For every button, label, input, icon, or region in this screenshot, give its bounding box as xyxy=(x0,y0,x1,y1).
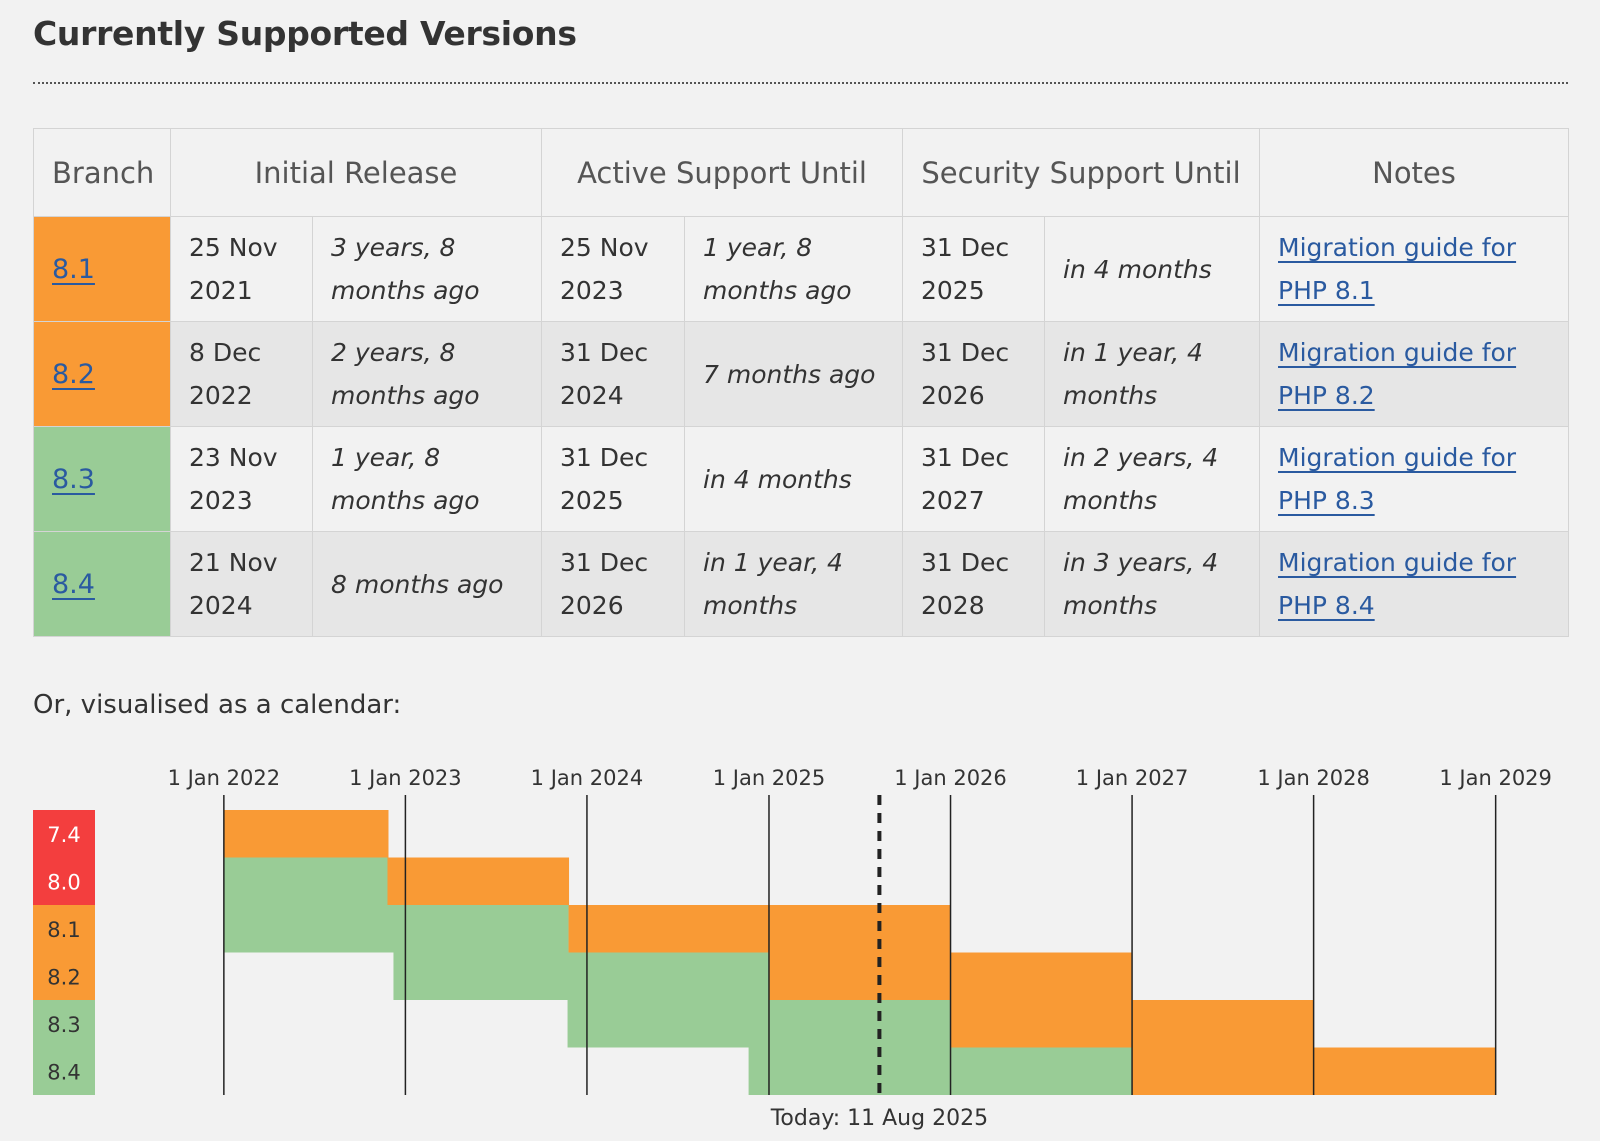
supported-versions-table: Branch Initial Release Active Support Un… xyxy=(33,128,1570,637)
security-date: 31 Dec 2026 xyxy=(902,321,1045,427)
security-date: 31 Dec 2025 xyxy=(902,216,1045,322)
active-relative: 7 months ago xyxy=(684,321,903,427)
header-initial-release: Initial Release xyxy=(170,128,542,217)
branch-label-8-1: 8.1 xyxy=(47,918,80,942)
branch-cell: 8.4 xyxy=(33,531,171,637)
security-support-bar-7-4 xyxy=(223,810,389,858)
support-calendar-chart: 7.4 8.0 8.1 8.2 8.3 8.4 1 Jan 2022 1 Jan 2023 1 … xyxy=(33,766,1552,1131)
active-relative: 1 year, 8 months ago xyxy=(684,216,903,322)
x-tick-label: 1 Jan 2025 xyxy=(713,766,826,790)
branch-link-8-4[interactable]: 8.4 xyxy=(52,568,95,600)
branch-label-bg-8-3 xyxy=(33,1000,95,1048)
table-row: 8.4 21 Nov 2024 8 months ago 31 Dec 2026… xyxy=(33,531,1570,637)
migration-guide-link-8-4[interactable]: Migration guide for PHP 8.4 xyxy=(1278,548,1517,620)
security-support-bar-8-0 xyxy=(387,857,570,905)
x-tick-label: 1 Jan 2028 xyxy=(1257,766,1370,790)
table-header-row: Branch Initial Release Active Support Un… xyxy=(33,128,1570,217)
migration-guide-link-8-3[interactable]: Migration guide for PHP 8.3 xyxy=(1278,443,1517,515)
initial-date: 23 Nov 2023 xyxy=(170,426,313,532)
x-tick-label: 1 Jan 2026 xyxy=(894,766,1007,790)
x-tick-label: 1 Jan 2023 xyxy=(349,766,462,790)
branch-label-7-4: 7.4 xyxy=(47,823,80,847)
initial-relative: 8 months ago xyxy=(312,531,542,637)
branch-label-bg-8-1 xyxy=(33,905,95,953)
table-row: 8.2 8 Dec 2022 2 years, 8 months ago 31 … xyxy=(33,321,1570,427)
calendar-intro: Or, visualised as a calendar: xyxy=(33,690,402,720)
table-row: 8.3 23 Nov 2023 1 year, 8 months ago 31 … xyxy=(33,426,1570,532)
initial-relative: 1 year, 8 months ago xyxy=(312,426,542,532)
branch-label-8-0: 8.0 xyxy=(47,870,80,894)
notes-cell: Migration guide for PHP 8.1 xyxy=(1259,216,1570,322)
initial-date: 21 Nov 2024 xyxy=(170,531,313,637)
branch-label-bg-7-4 xyxy=(33,810,95,858)
security-relative: in 4 months xyxy=(1043,216,1261,322)
notes-cell: Migration guide for PHP 8.2 xyxy=(1259,321,1570,427)
branch-link-8-1[interactable]: 8.1 xyxy=(52,253,95,285)
notes-cell: Migration guide for PHP 8.4 xyxy=(1259,531,1570,637)
branch-link-8-2[interactable]: 8.2 xyxy=(52,358,95,390)
initial-date: 8 Dec 2022 xyxy=(170,321,313,427)
header-branch: Branch xyxy=(33,128,171,217)
branch-label-8-2: 8.2 xyxy=(47,965,80,989)
migration-guide-link-8-2[interactable]: Migration guide for PHP 8.2 xyxy=(1278,338,1517,410)
active-relative: in 1 year, 4 months xyxy=(684,531,903,637)
branch-cell: 8.1 xyxy=(33,216,171,322)
x-tick-label: 1 Jan 2029 xyxy=(1439,766,1552,790)
security-relative: in 3 years, 4 months xyxy=(1043,531,1261,637)
active-support-bar-8-2 xyxy=(393,952,769,1000)
branch-label-bg-8-4 xyxy=(33,1047,95,1095)
active-date: 31 Dec 2025 xyxy=(541,426,685,532)
branch-link-8-3[interactable]: 8.3 xyxy=(52,463,95,495)
active-support-bar-8-4 xyxy=(748,1047,1132,1095)
branch-label-8-3: 8.3 xyxy=(47,1013,80,1037)
security-support-bar-8-1 xyxy=(568,905,951,953)
security-date: 31 Dec 2027 xyxy=(902,426,1045,532)
active-date: 25 Nov 2023 xyxy=(541,216,685,322)
active-relative: in 4 months xyxy=(684,426,903,532)
security-relative: in 1 year, 4 months xyxy=(1043,321,1261,427)
active-date: 31 Dec 2024 xyxy=(541,321,685,427)
title-divider xyxy=(33,82,1568,84)
initial-date: 25 Nov 2021 xyxy=(170,216,313,322)
branch-label-bg-8-0 xyxy=(33,857,95,905)
active-support-bar-8-1 xyxy=(223,905,569,953)
initial-relative: 2 years, 8 months ago xyxy=(312,321,542,427)
security-relative: in 2 years, 4 months xyxy=(1043,426,1261,532)
x-tick-label: 1 Jan 2027 xyxy=(1076,766,1189,790)
branch-label-8-4: 8.4 xyxy=(47,1060,80,1084)
branch-cell: 8.3 xyxy=(33,426,171,532)
notes-cell: Migration guide for PHP 8.3 xyxy=(1259,426,1570,532)
branch-cell: 8.2 xyxy=(33,321,171,427)
migration-guide-link-8-1[interactable]: Migration guide for PHP 8.1 xyxy=(1278,233,1517,305)
active-date: 31 Dec 2026 xyxy=(541,531,685,637)
header-security-support: Security Support Until xyxy=(901,128,1261,217)
branch-label-bg-8-2 xyxy=(33,952,95,1000)
header-active-support: Active Support Until xyxy=(541,128,903,217)
today-label: Today: 11 Aug 2025 xyxy=(770,1106,988,1131)
table-row: 8.1 25 Nov 2021 3 years, 8 months ago 25… xyxy=(33,216,1570,322)
security-date: 31 Dec 2028 xyxy=(902,531,1045,637)
active-support-bar-8-0 xyxy=(223,857,388,905)
page-title: Currently Supported Versions xyxy=(33,14,577,53)
initial-relative: 3 years, 8 months ago xyxy=(312,216,542,322)
header-notes: Notes xyxy=(1259,128,1570,217)
x-tick-label: 1 Jan 2022 xyxy=(168,766,281,790)
x-tick-label: 1 Jan 2024 xyxy=(531,766,644,790)
active-support-bar-8-3 xyxy=(567,1000,951,1048)
